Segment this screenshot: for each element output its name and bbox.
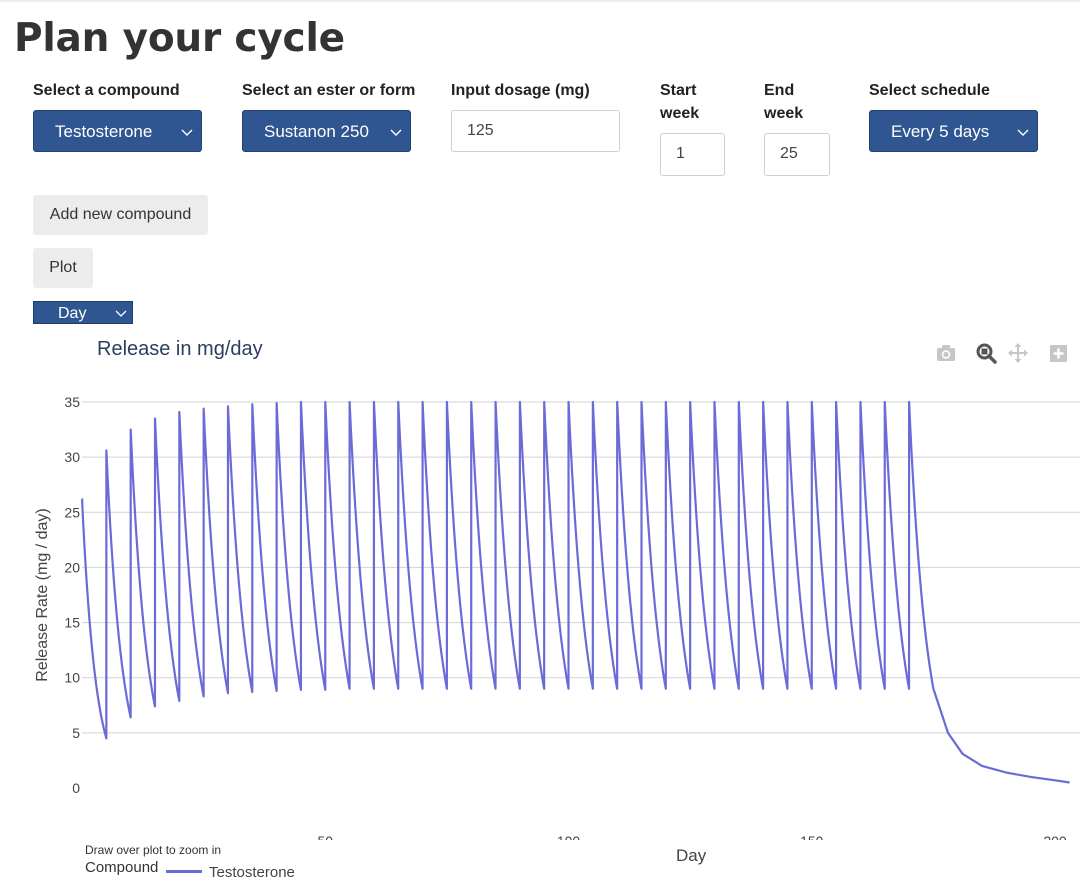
x-axis-title: Day [676, 846, 707, 865]
zoom-hint: Draw over plot to zoom in [85, 843, 222, 857]
schedule-label: Select schedule [869, 82, 990, 99]
y-tick-label: 5 [72, 725, 80, 741]
y-tick-label: 0 [72, 780, 80, 796]
x-tick-label: 200 [1043, 833, 1067, 840]
chevron-down-icon [390, 129, 402, 136]
start-week-label-line1: Start [660, 82, 697, 99]
add-compound-button[interactable]: Add new compound [33, 195, 208, 235]
compound-value: Testosterone [55, 122, 153, 141]
time-unit-value: Day [58, 305, 87, 322]
x-tick-label: 150 [800, 833, 824, 840]
chevron-down-icon [181, 129, 193, 136]
compound-label: Select a compound [33, 82, 180, 99]
plot-button[interactable]: Plot [33, 248, 93, 288]
zoom-icon[interactable] [975, 342, 997, 364]
time-unit-select[interactable]: Day [33, 301, 133, 324]
ester-select[interactable]: Sustanon 250 [242, 110, 411, 152]
compound-select[interactable]: Testosterone [33, 110, 202, 152]
schedule-select[interactable]: Every 5 days [869, 110, 1038, 152]
zoom-in-icon[interactable] [1047, 342, 1069, 364]
pan-icon[interactable] [1007, 342, 1029, 364]
dosage-label: Input dosage (mg) [451, 82, 590, 99]
start-week-label-line2: week [660, 105, 700, 122]
y-tick-label: 20 [64, 559, 80, 575]
end-week-label-line2: week [764, 105, 804, 122]
y-tick-label: 35 [64, 394, 80, 410]
end-week-input[interactable]: 25 [764, 133, 830, 176]
dosage-input[interactable]: 125 [451, 110, 620, 152]
start-week-input[interactable]: 1 [660, 133, 725, 176]
x-tick-label: 100 [557, 833, 581, 840]
ester-value: Sustanon 250 [264, 122, 369, 141]
legend-item-testosterone[interactable]: Testosterone [209, 864, 295, 881]
ester-label: Select an ester or form [242, 82, 416, 99]
end-week-label-line1: End [764, 82, 795, 99]
legend-title: Compound [85, 859, 159, 876]
camera-icon[interactable] [935, 342, 957, 364]
y-axis-title: Release Rate (mg / day) [34, 508, 51, 682]
top-divider [0, 0, 1080, 2]
chevron-down-icon [1017, 129, 1029, 136]
x-tick-label: 50 [317, 833, 333, 840]
y-tick-label: 10 [64, 670, 80, 686]
end-week-label: End week [764, 79, 803, 125]
chart-title: Release in mg/day [97, 338, 263, 360]
release-chart[interactable]: 0 5 10 15 20 25 30 35 50 100 150 200 [0, 380, 1080, 840]
y-tick-label: 25 [64, 504, 80, 520]
y-tick-label: 15 [64, 615, 80, 631]
start-week-label: Start week [660, 79, 699, 125]
chevron-down-icon [115, 310, 127, 317]
schedule-value: Every 5 days [891, 122, 990, 141]
y-tick-label: 30 [64, 449, 80, 465]
series-line-testosterone [80, 400, 1070, 784]
legend-swatch [166, 870, 202, 873]
page-title: Plan your cycle [14, 16, 345, 61]
